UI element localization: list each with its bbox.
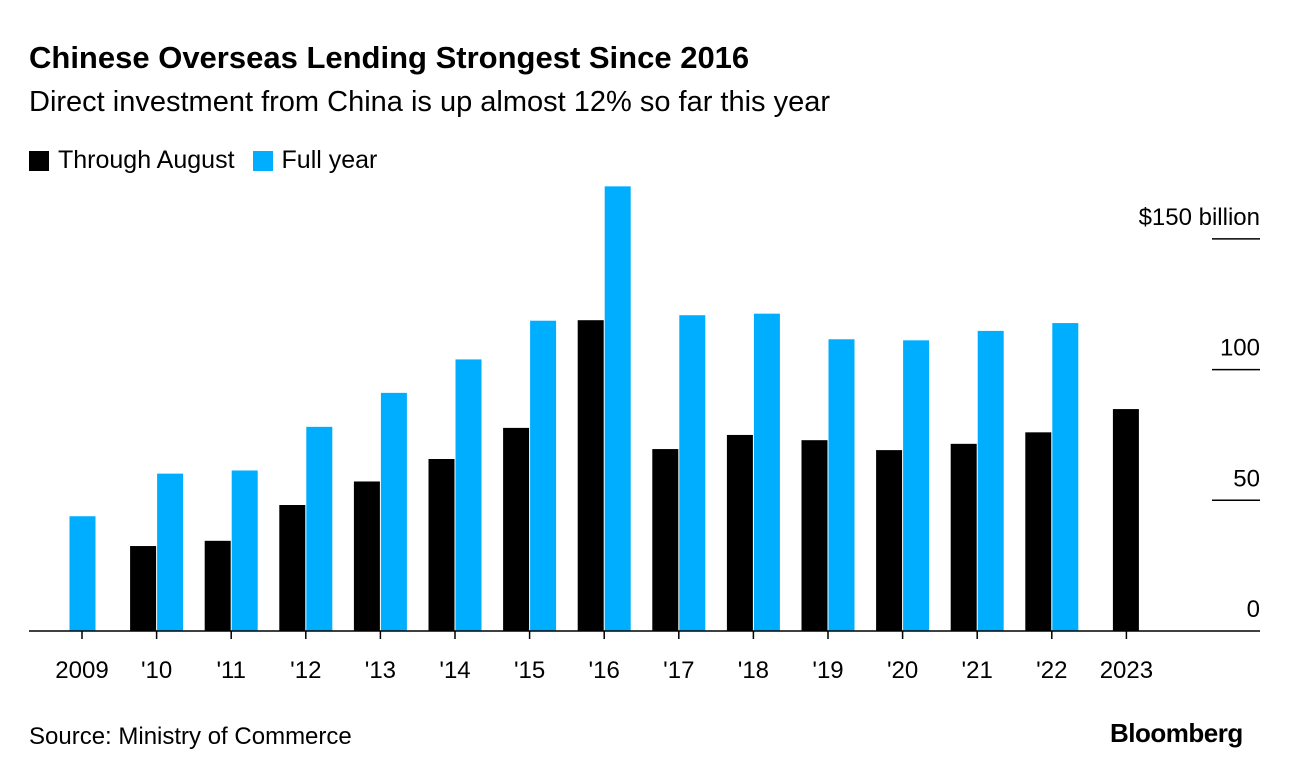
bar-full-year-7 — [604, 186, 631, 632]
legend-label-through-august: Through August — [58, 146, 235, 174]
x-tick-label-13: '22 — [1036, 657, 1067, 684]
bar-full-year-2 — [231, 470, 258, 631]
bar-full-year-12 — [977, 330, 1004, 631]
bloomberg-logo: Bloomberg — [1110, 718, 1243, 748]
x-tick-label-4: '13 — [365, 657, 396, 684]
bar-full-year-0 — [69, 516, 96, 631]
bar-through-august-12 — [950, 443, 977, 631]
bar-through-august-5 — [428, 458, 455, 631]
bar-through-august-2 — [204, 540, 231, 631]
y-tick-label-150: $150 billion — [1139, 204, 1260, 231]
y-tick-label-50: 50 — [1233, 465, 1260, 492]
bar-through-august-8 — [652, 449, 679, 631]
legend-label-full-year: Full year — [281, 146, 378, 174]
x-tick-label-10: '19 — [812, 657, 843, 684]
x-tick-label-2: '11 — [216, 657, 246, 684]
bar-full-year-11 — [903, 340, 930, 631]
bar-through-august-6 — [503, 427, 530, 631]
bar-through-august-9 — [726, 434, 753, 631]
y-tick-label-0: 0 — [1247, 596, 1260, 623]
legend-swatch-full-year — [252, 150, 273, 171]
bar-full-year-4 — [380, 392, 407, 631]
bar-full-year-1 — [157, 473, 184, 631]
x-tick-label-6: '15 — [514, 657, 545, 684]
x-tick-label-1: '10 — [141, 657, 172, 684]
x-tick-label-3: '12 — [290, 657, 321, 684]
bar-through-august-14 — [1112, 409, 1139, 631]
source-note: Source: Ministry of Commerce — [29, 723, 352, 750]
legend-item-full-year: Full year — [252, 146, 378, 175]
x-tick-label-12: '21 — [962, 657, 993, 684]
legend-item-through-august: Through August — [29, 146, 235, 175]
bar-through-august-7 — [577, 320, 604, 631]
legend-swatch-through-august — [29, 150, 49, 171]
bar-through-august-3 — [279, 505, 306, 631]
x-tick-label-11: '20 — [887, 657, 918, 684]
bar-full-year-5 — [455, 359, 482, 631]
x-tick-label-0: 2009 — [55, 657, 108, 684]
bar-full-year-8 — [679, 315, 706, 631]
chart-title: Chinese Overseas Lending Strongest Since… — [29, 40, 750, 75]
x-tick-label-14: 2023 — [1100, 657, 1153, 684]
bar-full-year-6 — [530, 320, 557, 631]
bar-through-august-11 — [876, 450, 903, 631]
bar-through-august-10 — [801, 440, 828, 631]
bar-through-august-1 — [130, 546, 157, 631]
x-tick-label-8: '17 — [663, 657, 694, 684]
bar-through-august-13 — [1025, 432, 1052, 631]
legend: Through August Full year — [29, 146, 395, 175]
bar-full-year-9 — [753, 313, 780, 631]
chart-subtitle: Direct investment from China is up almos… — [29, 86, 831, 118]
x-tick-label-7: '16 — [589, 657, 620, 684]
y-tick-label-100: 100 — [1220, 335, 1260, 362]
bar-full-year-13 — [1052, 323, 1079, 631]
x-tick-label-5: '14 — [439, 657, 470, 684]
x-tick-label-9: '18 — [738, 657, 769, 684]
bar-through-august-4 — [353, 481, 380, 631]
bar-full-year-10 — [828, 339, 855, 631]
bar-full-year-3 — [306, 426, 333, 631]
